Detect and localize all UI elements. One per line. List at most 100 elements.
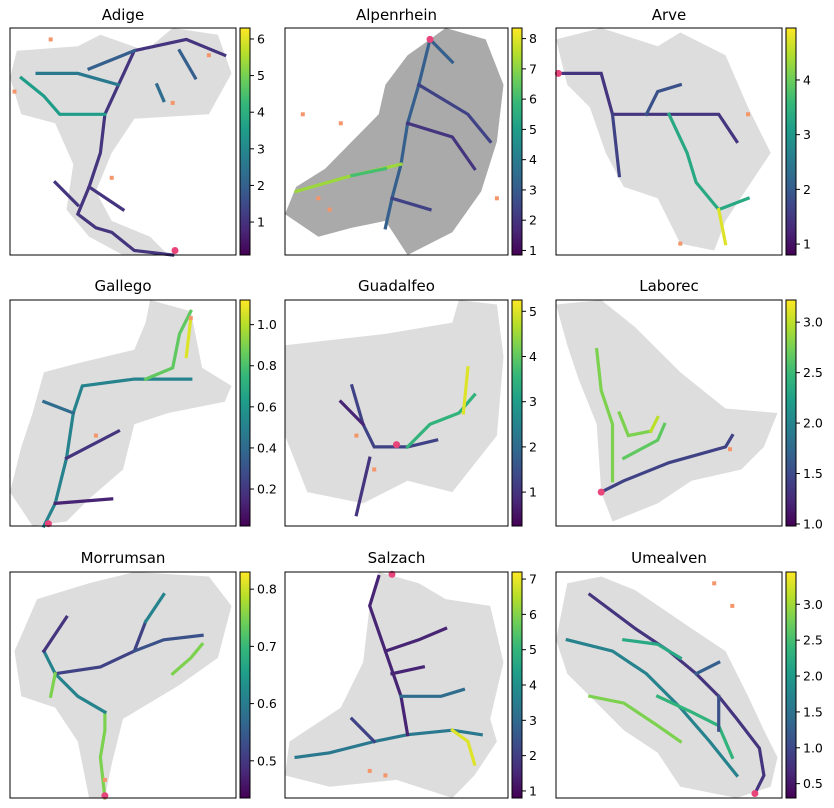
river-segment <box>617 410 653 438</box>
colorbar-tick-label: 1.0 <box>803 516 823 531</box>
basin-area <box>285 572 504 798</box>
axes-frame <box>9 27 237 256</box>
river-segment <box>565 637 740 778</box>
colorbar-tick-label: 3.0 <box>803 597 823 612</box>
gauge-mark <box>102 777 107 782</box>
panel-title: Salzach <box>368 549 426 567</box>
panel-arve: Arve 1 2 3 4 <box>554 6 811 256</box>
river-segment <box>53 619 148 676</box>
panel-title: Umealven <box>631 549 707 567</box>
colorbar-tick-label: 1 <box>529 243 537 258</box>
outlet-marker <box>554 69 562 77</box>
river-segment <box>666 112 751 212</box>
colorbar-tick-label: 0.6 <box>257 696 277 711</box>
colorbar-frame <box>239 299 251 527</box>
outlet-marker <box>393 441 400 449</box>
axes-frame <box>555 299 783 527</box>
colorbar-tick-label: 2 <box>529 213 537 228</box>
colorbar-tick-label: 1 <box>257 215 265 230</box>
river-segment <box>86 184 126 212</box>
river-segment <box>87 48 137 71</box>
river-segment <box>450 727 477 767</box>
colorbar-tick-label: 3 <box>257 141 265 156</box>
gauge-mark <box>188 316 193 321</box>
river-segment <box>399 687 466 698</box>
river-segment <box>41 648 108 715</box>
river-segment <box>143 309 193 382</box>
colorbar-tick-label: 3 <box>529 182 537 197</box>
gauge-mark <box>678 241 683 246</box>
outlet-marker <box>44 520 52 528</box>
river-segment <box>349 716 377 744</box>
river-segment <box>132 633 204 654</box>
colorbar-tick-label: 1.5 <box>803 466 823 481</box>
basin-area <box>285 300 504 504</box>
basin-area <box>10 28 232 255</box>
outlet-marker <box>597 488 605 496</box>
panel-salzach: Salzach 1 2 3 4 5 6 7 <box>284 549 537 799</box>
colorbar-tick-label: 2.5 <box>803 633 823 648</box>
colorbar-tick-label: 6 <box>529 607 537 622</box>
river-segment <box>350 166 388 178</box>
panel-guadalfeo: Guadalfeo 1 2 3 4 5 <box>284 277 537 527</box>
colorbar-tick-label: 0.5 <box>803 776 823 791</box>
river-segment <box>383 37 432 230</box>
basin-area <box>556 28 771 251</box>
river-segment <box>53 497 114 506</box>
river-segment <box>621 422 667 461</box>
colorbar-tick-label: 4 <box>529 678 537 693</box>
river-segment <box>294 728 484 760</box>
colorbar-tick-label: 4 <box>529 349 537 364</box>
outlet-marker <box>171 247 179 254</box>
river-segment <box>41 614 69 654</box>
river-segment <box>655 694 735 760</box>
panel-morrumsan: Morrumsan 0.5 0.6 0.7 0.8 <box>9 549 277 800</box>
colorbar-tick-label: 1 <box>529 485 537 500</box>
colorbar-tick-label: 3 <box>803 127 811 142</box>
river-segment <box>338 399 366 427</box>
colorbar <box>786 572 796 798</box>
axes-frame <box>9 299 237 527</box>
gauge-mark <box>109 175 114 180</box>
river-segment <box>383 626 448 654</box>
colorbar-tick-label: 1 <box>529 783 537 798</box>
colorbar-tick-label: 0.5 <box>257 753 277 768</box>
colorbar-tick-label: 4 <box>257 105 265 120</box>
colorbar-tick-label: 5 <box>529 642 537 657</box>
colorbar-tick-label: 0.6 <box>257 399 277 414</box>
river-segment <box>644 82 683 117</box>
panel-title: Gallego <box>94 277 151 295</box>
panel-title: Adige <box>102 6 144 24</box>
colorbar-tick-label: 2 <box>257 178 265 193</box>
river-segment <box>416 82 493 144</box>
colorbar-tick-label: 2 <box>529 748 537 763</box>
river-segment <box>35 71 121 87</box>
river-segment <box>52 180 81 208</box>
river-segment <box>64 428 121 461</box>
colorbar-tick-label: 3.0 <box>803 315 823 330</box>
panel-title: Alpenrhein <box>356 6 437 24</box>
colorbar <box>786 28 796 255</box>
colorbar-tick-label: 0.8 <box>257 358 277 373</box>
colorbar-tick-label: 2 <box>803 182 811 197</box>
axes-frame <box>284 299 509 527</box>
river-segment <box>48 671 58 699</box>
basin-area <box>556 300 778 522</box>
colorbar <box>240 28 250 255</box>
basin-area <box>285 28 504 255</box>
axes-frame <box>9 571 237 799</box>
colorbar-frame <box>511 27 523 256</box>
panel-adige: Adige 1 2 3 4 5 6 <box>9 6 265 257</box>
colorbar-tick-label: 1 <box>803 237 811 252</box>
colorbar-tick-label: 2.5 <box>803 365 823 380</box>
colorbar <box>512 300 522 526</box>
colorbar-tick-label: 4 <box>803 72 811 87</box>
colorbar-tick-label: 7 <box>529 572 537 587</box>
colorbar-frame <box>785 299 797 527</box>
panel-umealven: Umealven 0.5 1.0 1.5 2.0 2.5 3.0 <box>555 549 823 799</box>
panel-alpenrhein: Alpenrhein 1 2 3 4 5 6 7 8 <box>284 6 537 258</box>
colorbar-tick-label: 2 <box>529 439 537 454</box>
river-segment <box>610 112 622 178</box>
colorbar-tick-label: 6 <box>257 31 265 46</box>
colorbar-tick-label: 0.7 <box>257 639 277 654</box>
